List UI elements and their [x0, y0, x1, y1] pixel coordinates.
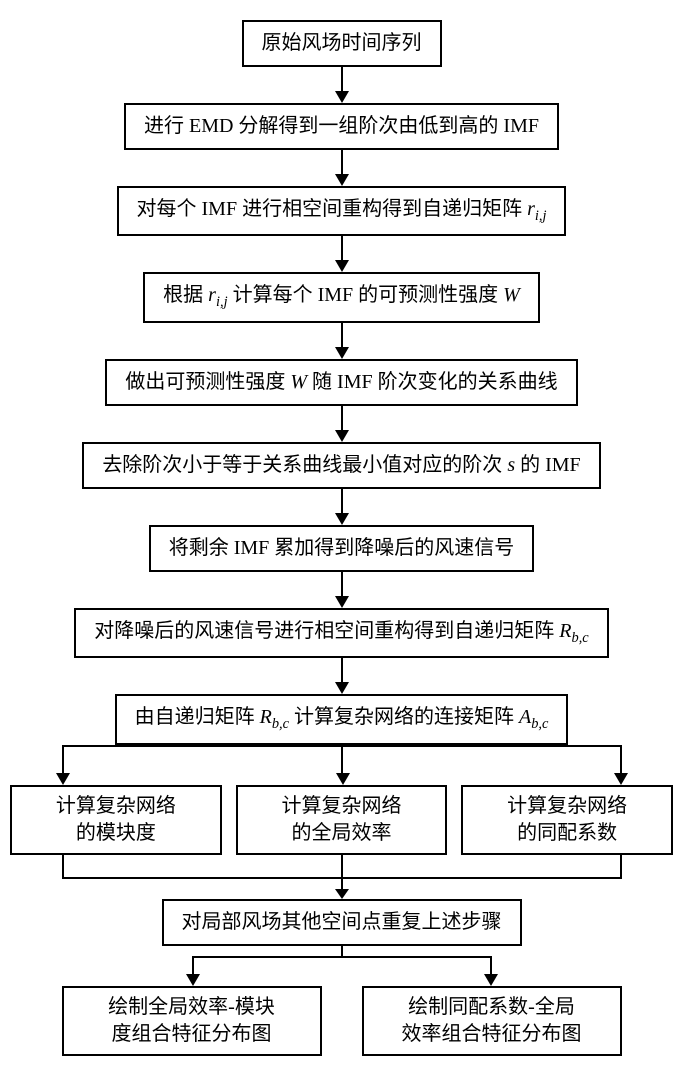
- o1l2: 度组合特征分布图: [112, 1023, 272, 1045]
- step-4-text-b: 计算每个 IMF 的可预测性强度: [228, 284, 504, 306]
- split-connector-2way: [132, 946, 552, 986]
- sub-bc: b,c: [531, 716, 548, 732]
- var-r: r: [527, 198, 535, 220]
- step-9: 由自递归矩阵 Rb,c 计算复杂网络的连接矩阵 Ab,c: [115, 694, 569, 744]
- var-r: r: [208, 284, 216, 306]
- branch-global-efficiency: 计算复杂网络 的全局效率: [236, 785, 448, 855]
- output-assort-ge: 绘制同配系数-全局 效率组合特征分布图: [362, 986, 622, 1056]
- step-8-text: 对降噪后的风速信号进行相空间重构得到自递归矩阵: [94, 620, 559, 642]
- flowchart-root: 原始风场时间序列 进行 EMD 分解得到一组阶次由低到高的 IMF 对每个 IM…: [10, 20, 673, 1056]
- var-R: R: [260, 706, 272, 728]
- b1l2: 的模块度: [76, 822, 156, 844]
- arrow-down-icon: [335, 323, 349, 359]
- o2l1: 绘制同配系数-全局: [408, 996, 575, 1018]
- split-connector-3way: [62, 745, 622, 785]
- step-4: 根据 ri,j 计算每个 IMF 的可预测性强度 W: [143, 272, 540, 322]
- arrow-down-icon: [335, 67, 349, 103]
- sub-bc: b,c: [272, 716, 289, 732]
- var-w: W: [290, 371, 307, 393]
- step-5-text-a: 做出可预测性强度: [125, 371, 290, 393]
- arrow-down-icon: [335, 406, 349, 442]
- sub-bc: b,c: [572, 630, 589, 646]
- step-10: 对局部风场其他空间点重复上述步骤: [162, 899, 522, 946]
- branch-row-3: 计算复杂网络 的模块度 计算复杂网络 的全局效率 计算复杂网络 的同配系数: [10, 785, 673, 855]
- step-9-text-a: 由自递归矩阵: [135, 706, 260, 728]
- arrow-down-icon: [335, 489, 349, 525]
- step-3-text: 对每个 IMF 进行相空间重构得到自递归矩阵: [137, 198, 528, 220]
- step-6-text-b: 的 IMF: [515, 454, 581, 476]
- arrow-down-icon: [335, 236, 349, 272]
- arrow-down-icon: [335, 572, 349, 608]
- b3l2: 的同配系数: [517, 822, 617, 844]
- b3l1: 计算复杂网络: [507, 795, 627, 817]
- o2l2: 效率组合特征分布图: [402, 1023, 582, 1045]
- var-s: s: [507, 454, 515, 476]
- b2l1: 计算复杂网络: [282, 795, 402, 817]
- step-9-text-b: 计算复杂网络的连接矩阵: [289, 706, 519, 728]
- branch-assortativity: 计算复杂网络 的同配系数: [461, 785, 673, 855]
- b2l2: 的全局效率: [292, 822, 392, 844]
- output-ge-modularity: 绘制全局效率-模块 度组合特征分布图: [62, 986, 322, 1056]
- step-1: 原始风场时间序列: [242, 20, 442, 67]
- var-w: W: [503, 284, 520, 306]
- sub-ij: i,j: [216, 294, 228, 310]
- step-7: 将剩余 IMF 累加得到降噪后的风速信号: [149, 525, 535, 572]
- output-row-2: 绘制全局效率-模块 度组合特征分布图 绘制同配系数-全局 效率组合特征分布图: [10, 986, 673, 1056]
- var-A: A: [519, 706, 531, 728]
- step-8: 对降噪后的风速信号进行相空间重构得到自递归矩阵 Rb,c: [74, 608, 608, 658]
- step-2-text: 进行 EMD 分解得到一组阶次由低到高的 IMF: [144, 115, 539, 137]
- arrow-down-icon: [335, 658, 349, 694]
- merge-connector-3way: [62, 855, 622, 899]
- step-6: 去除阶次小于等于关系曲线最小值对应的阶次 s 的 IMF: [82, 442, 600, 489]
- b1l1: 计算复杂网络: [56, 795, 176, 817]
- step-4-text-a: 根据: [163, 284, 208, 306]
- step-5-text-b: 随 IMF 阶次变化的关系曲线: [307, 371, 558, 393]
- step-7-text: 将剩余 IMF 累加得到降噪后的风速信号: [169, 537, 515, 559]
- step-10-text: 对局部风场其他空间点重复上述步骤: [182, 911, 502, 933]
- step-1-text: 原始风场时间序列: [262, 32, 422, 54]
- var-R: R: [559, 620, 571, 642]
- sub-ij: i,j: [535, 208, 547, 224]
- step-3: 对每个 IMF 进行相空间重构得到自递归矩阵 ri,j: [117, 186, 567, 236]
- arrow-down-icon: [335, 150, 349, 186]
- step-2: 进行 EMD 分解得到一组阶次由低到高的 IMF: [124, 103, 559, 150]
- step-6-text-a: 去除阶次小于等于关系曲线最小值对应的阶次: [102, 454, 507, 476]
- o1l1: 绘制全局效率-模块: [108, 996, 275, 1018]
- step-5: 做出可预测性强度 W 随 IMF 阶次变化的关系曲线: [105, 359, 577, 406]
- branch-modularity: 计算复杂网络 的模块度: [10, 785, 222, 855]
